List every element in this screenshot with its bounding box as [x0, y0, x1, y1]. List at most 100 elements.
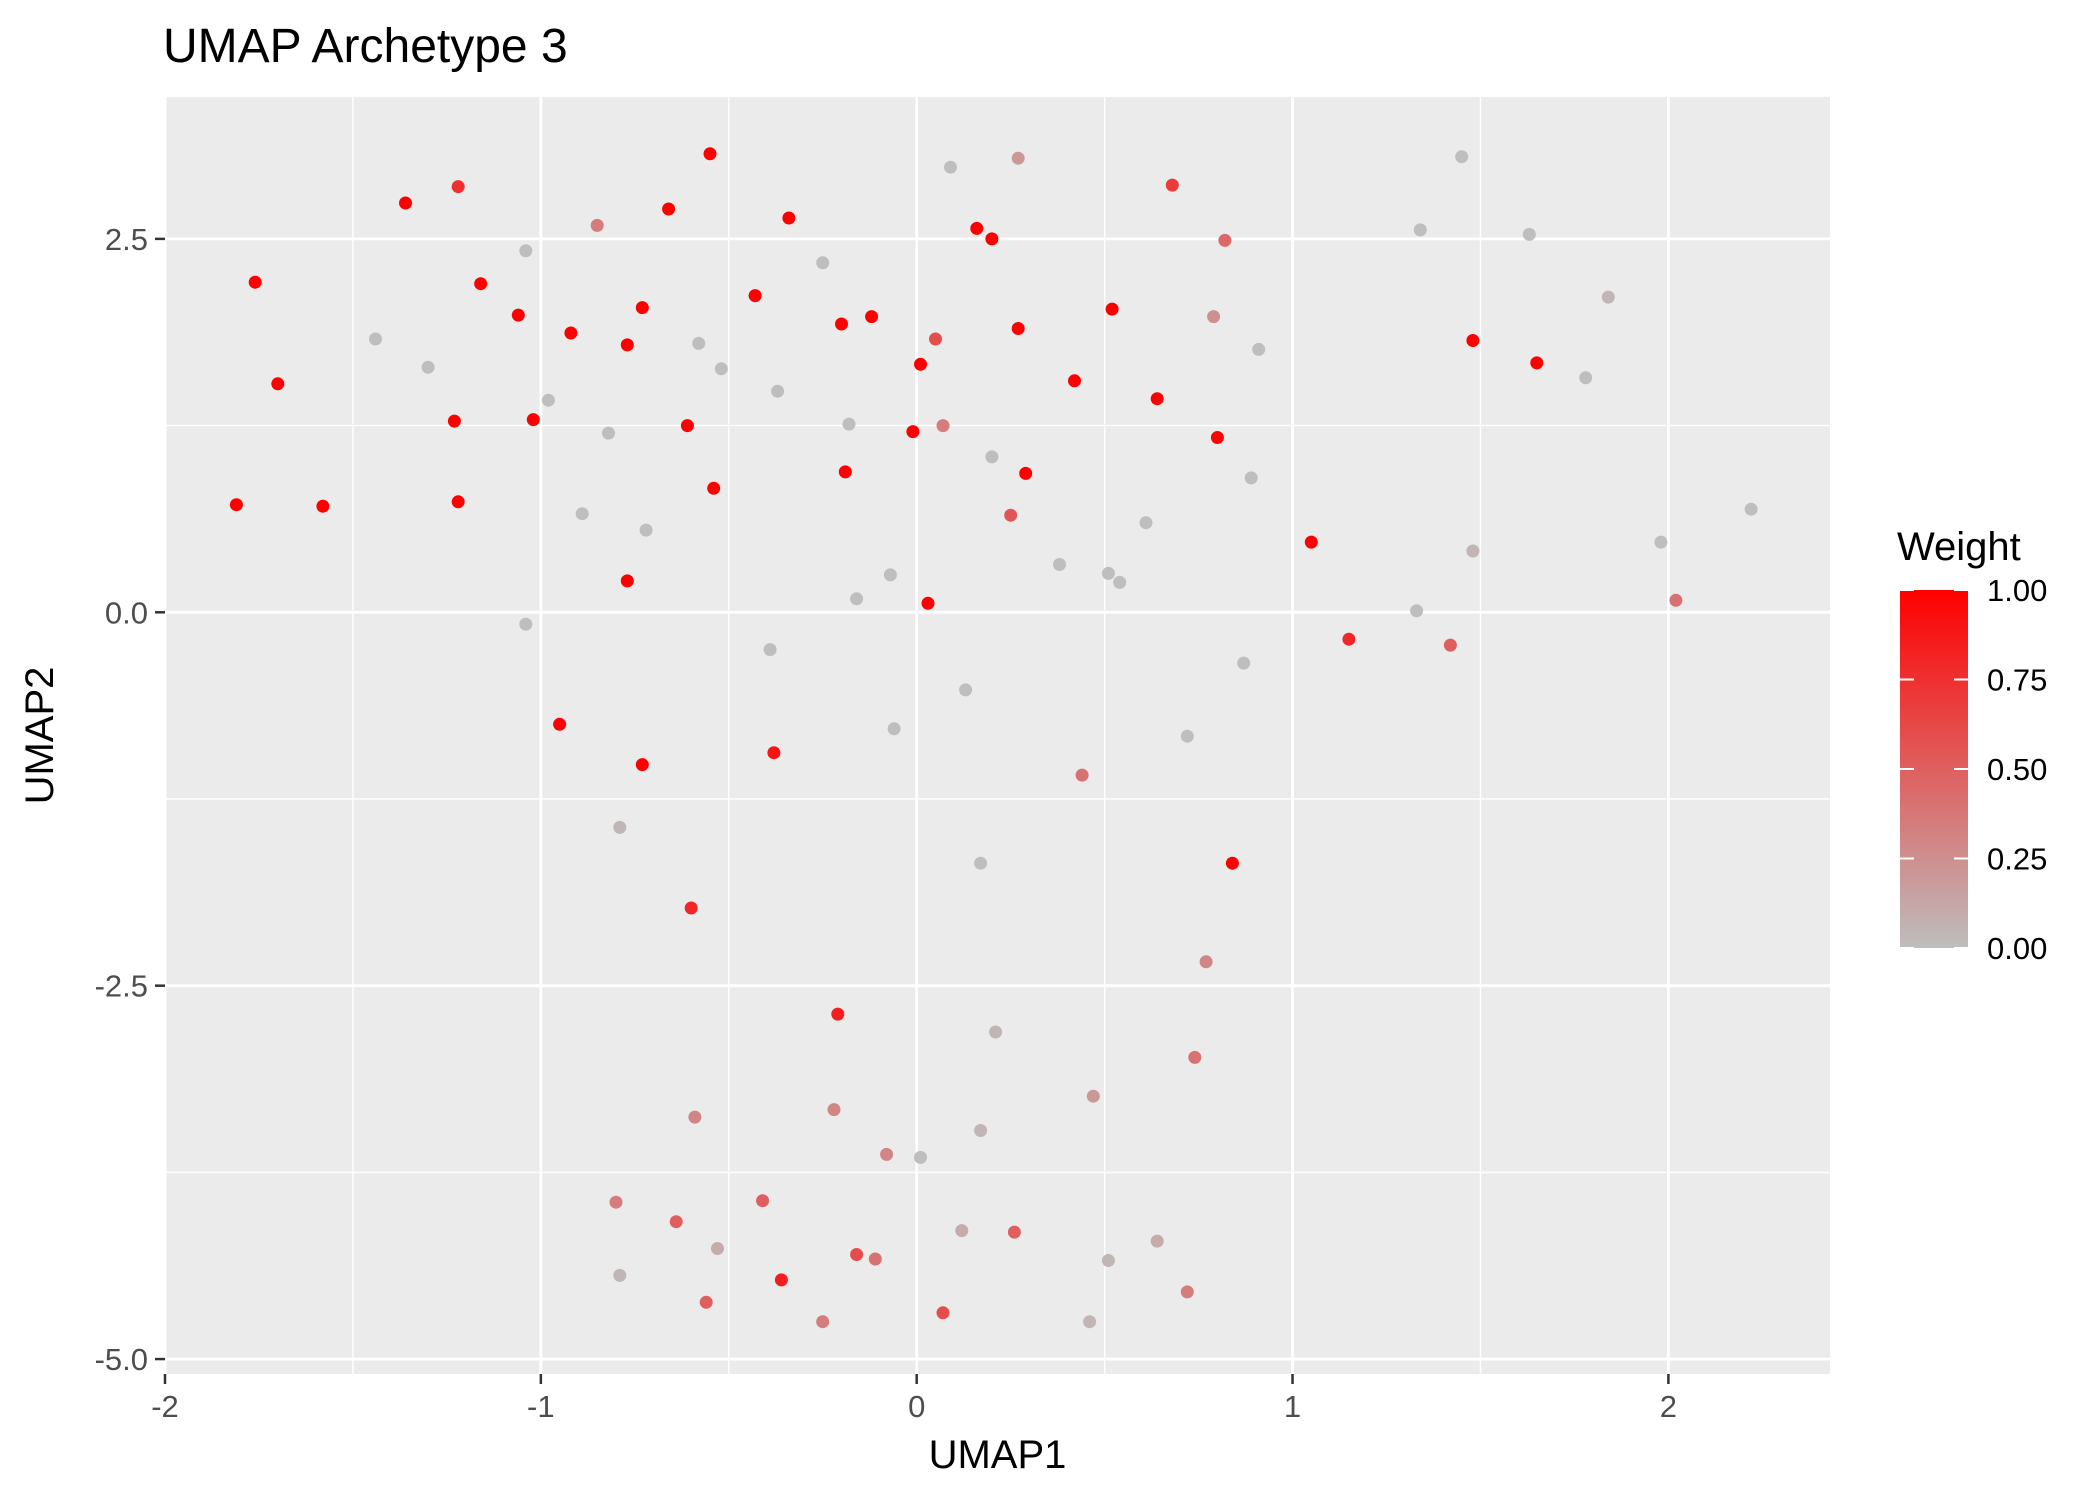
data-point: [974, 1124, 988, 1137]
data-point: [774, 1273, 788, 1287]
data-point: [955, 1224, 969, 1238]
data-point: [1601, 290, 1615, 304]
data-point: [1252, 342, 1266, 356]
data-point: [1244, 471, 1258, 485]
data-point: [1225, 856, 1239, 870]
data-point: [974, 856, 988, 870]
data-point: [680, 419, 694, 433]
data-point: [1113, 575, 1127, 589]
data-point: [985, 232, 999, 246]
data-point: [1413, 223, 1427, 237]
y-tick-label: 2.5: [105, 222, 148, 257]
data-point: [620, 338, 634, 352]
data-point: [906, 425, 920, 439]
data-point: [1218, 233, 1232, 247]
legend-tick-label: 0.75: [1987, 663, 2047, 698]
x-tick-label: 1: [1284, 1389, 1301, 1424]
plot-panel: [165, 97, 1830, 1374]
data-point: [1004, 508, 1018, 522]
data-point: [771, 384, 785, 398]
data-point: [914, 1150, 927, 1164]
data-point: [1150, 1234, 1164, 1248]
legend-tick-label: 0.00: [1987, 931, 2047, 966]
data-point: [1530, 356, 1544, 370]
data-point: [662, 202, 676, 216]
data-point: [1188, 1050, 1202, 1064]
data-point: [936, 1306, 950, 1320]
data-point: [1210, 431, 1224, 444]
data-point: [1068, 374, 1081, 388]
data-point: [883, 568, 897, 582]
data-point: [1654, 535, 1668, 549]
data-point: [868, 1252, 882, 1266]
data-point: [835, 317, 848, 331]
data-point: [613, 820, 627, 834]
data-point: [1150, 392, 1164, 406]
data-point: [865, 310, 879, 324]
data-point: [959, 683, 973, 697]
data-point: [1744, 502, 1758, 516]
data-point: [1237, 656, 1251, 670]
legend-tick-label: 0.50: [1987, 752, 2047, 787]
data-points: [229, 147, 1758, 1329]
data-point: [1083, 1315, 1097, 1329]
data-point: [1075, 768, 1089, 782]
data-point: [1466, 544, 1480, 558]
data-point: [1669, 593, 1683, 607]
data-point: [714, 362, 728, 376]
legend-tick-label: 0.25: [1987, 842, 2047, 877]
grid-minor: [165, 97, 1830, 1374]
data-point: [620, 574, 634, 588]
data-point: [838, 465, 852, 479]
data-point: [575, 507, 589, 521]
data-point: [1139, 516, 1153, 530]
data-point: [602, 426, 615, 440]
data-point: [827, 1103, 841, 1117]
data-point: [688, 1110, 702, 1124]
data-point: [782, 211, 796, 225]
data-point: [1455, 150, 1469, 164]
data-point: [421, 360, 435, 374]
data-point: [1199, 955, 1213, 969]
data-point: [590, 218, 604, 232]
data-point: [564, 326, 578, 340]
data-point: [763, 643, 777, 657]
x-tick-label: -2: [151, 1389, 179, 1424]
data-point: [1443, 638, 1457, 652]
data-point: [1522, 227, 1536, 241]
data-point: [451, 495, 465, 509]
data-point: [1165, 178, 1179, 192]
data-point: [756, 1194, 770, 1208]
chart-title: UMAP Archetype 3: [163, 20, 568, 73]
data-point: [1019, 466, 1033, 480]
data-point: [229, 498, 243, 512]
data-point: [936, 419, 950, 433]
y-tick-label: 0.0: [105, 595, 148, 630]
data-point: [447, 414, 461, 428]
data-point: [526, 413, 540, 427]
data-point: [850, 1248, 864, 1261]
data-point: [1466, 334, 1480, 347]
data-point: [816, 1315, 830, 1329]
data-point: [553, 717, 567, 731]
data-point: [767, 746, 781, 760]
data-point: [831, 1007, 845, 1021]
x-axis: -2 -1 0 1 2: [151, 1374, 1677, 1424]
data-point: [887, 722, 901, 736]
data-point: [1086, 1089, 1100, 1103]
data-point: [707, 481, 721, 495]
data-point: [929, 332, 942, 346]
data-point: [1101, 1254, 1115, 1267]
data-point: [985, 450, 999, 464]
data-point: [970, 221, 984, 235]
data-point: [1579, 371, 1593, 385]
y-axis-title: UMAP2: [18, 667, 62, 805]
x-tick-label: -1: [527, 1389, 555, 1424]
data-point: [369, 332, 382, 346]
data-point: [1007, 1225, 1021, 1239]
data-point: [703, 147, 717, 161]
data-point: [880, 1147, 894, 1161]
data-point: [989, 1025, 1003, 1039]
data-point: [609, 1195, 623, 1209]
